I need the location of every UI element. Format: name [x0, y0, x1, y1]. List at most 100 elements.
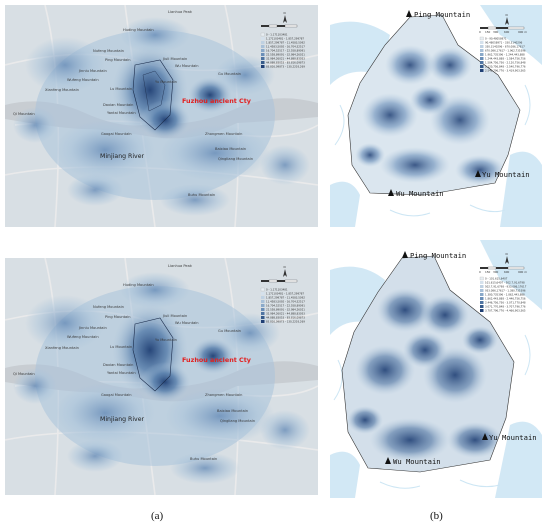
label-gu-mountain: Gu Mountain: [218, 72, 241, 76]
label-daxian-mountain: Daxian Mountain: [103, 363, 133, 367]
left-bottom-map: Lianhua Peak Huding Mountain Nufeng Moun…: [5, 258, 318, 495]
scale-bar: 0 150 300 600 900 m: [479, 266, 527, 274]
label-zhongmen-mountain: Zhongmen Mountain: [205, 393, 242, 397]
right-bottom-map: Ping Mountain Yu Mountain Wu Mountain N …: [330, 240, 542, 498]
label-gaogai-mountain: Gaogai Mountain: [101, 132, 132, 136]
svg-text:N: N: [506, 13, 508, 17]
svg-text:N: N: [506, 252, 508, 256]
legend-entry: 2.540,796,776 - 3.419,903,565: [485, 69, 526, 73]
label-lianhua-peak: Lianhua Peak: [168, 264, 193, 268]
mountain-triangle-icon: [388, 189, 394, 196]
left-top-map: Lianhua Peak Huding Mountain Nufeng Moun…: [5, 5, 318, 227]
scale-tick: 300: [493, 270, 499, 274]
scale-tick: 900 m: [518, 270, 527, 274]
label-qingliang-mountain: Qingliang Mountain: [220, 419, 255, 423]
label-daxian-mountain: Daxian Mountain: [103, 103, 133, 107]
scale-tick: 150: [485, 270, 491, 274]
label-gu-mountain: Gu Mountain: [218, 329, 241, 333]
right-top-map-panel: Ping Mountain Yu Mountain Wu Mountain N …: [330, 5, 542, 227]
legend-entry: 90.48058971 - 330.3140296: [485, 41, 523, 45]
label-wu-mountain: Wu Mountain: [175, 321, 199, 325]
legend-entry: 0 - 1.171103481: [266, 288, 288, 292]
legend-entry: 11.4583,5092 - 16.704,52517: [266, 300, 305, 304]
label-lu-mountain: Lu Mountain: [110, 345, 132, 349]
legend-entry: 11.4583,5092 - 16.704,52517: [266, 45, 305, 49]
svg-text:N: N: [284, 11, 286, 15]
legend-entry: 16.704,52517 - 22.558,89091: [266, 304, 305, 308]
scale-tick: 300: [493, 30, 499, 34]
legend-entry: 22.558,89091 - 32.984,26021: [266, 308, 305, 312]
legend-entry: 83.816,09873 - 130,2203,269: [266, 320, 305, 324]
mountain-triangle-icon: [406, 10, 412, 17]
label-gaogai-mountain: Gaogai Mountain: [101, 393, 132, 397]
label-nufeng-mountain: Nufeng Mountain: [93, 305, 124, 309]
label-fuzhou-ancient-city: Fuzhou ancient Cty: [182, 97, 252, 105]
label-wufeng-mountain: Wufeng Mountain: [67, 78, 99, 82]
label-huding-mountain: Huding Mountain: [123, 28, 154, 32]
legend-entry: 1.862,443,888 - 2.446,756,756: [485, 297, 526, 301]
svg-text:N: N: [284, 265, 286, 269]
mountain-triangle-icon: [385, 457, 391, 464]
scale-tick: 600: [504, 270, 510, 274]
mountain-triangle-icon: [402, 251, 408, 258]
legend-entry: 32.984,26021 - 44.888,83053: [266, 312, 305, 316]
label-wufeng-mountain: Wufeng Mountain: [67, 335, 99, 339]
label-xianfeng-mountain: Xianfeng Mountain: [45, 346, 79, 350]
label-yu-mountain: Yu Mountain: [155, 80, 177, 84]
north-arrow-icon: N: [283, 265, 287, 277]
label-minjiang-river: Minjiang River: [100, 416, 145, 423]
label-jiuli-mountain: Jiuli Mountain: [162, 314, 187, 318]
caption-a: (a): [151, 510, 164, 522]
label-xianfeng-mountain: Xianfeng Mountain: [45, 88, 79, 92]
label-yu-mountain: Yu Mountain: [155, 338, 177, 342]
label-yu-mountain: Yu Mountain: [489, 433, 537, 442]
legend-entry: 1.171103481 - 1.857,299787: [266, 37, 304, 41]
legend-entry: 1.584,756,756 - 2.120,756,848: [485, 61, 526, 65]
legend-entry: 330.3140296 - 670.086,17617: [485, 45, 525, 49]
legend-entry: 502.7,91,6798 - 933.086,17617: [485, 285, 527, 289]
legend-entry: 32.984,26021 - 44.888,83053: [266, 57, 305, 61]
density-legend: 0 - 101.615,6407 101.615,6407 - 502.7,91…: [479, 277, 527, 313]
label-ping-mountain: Ping Mountain: [105, 58, 131, 62]
density-legend: 0 - 90.48058971 90.48058971 - 330.314029…: [479, 37, 526, 73]
label-qi-mountain: Qi Mountain: [13, 372, 35, 376]
scale-bar: 0 150 300 600 900 m: [479, 26, 527, 34]
legend-entry: 1.244,443,888 - 1.584,756,756: [485, 57, 526, 61]
label-zhongmen-mountain: Zhongmen Mountain: [205, 132, 242, 136]
density-legend: 0 - 1.171103481 1.171103481 - 1.857,2997…: [260, 33, 305, 69]
label-jinniu-mountain: Jinniu Mountain: [78, 326, 107, 330]
legend-entry: 2.446,756,756 - 3.071,770,848: [485, 301, 526, 305]
label-lu-mountain: Lu Mountain: [110, 87, 132, 91]
label-minjiang-river: Minjiang River: [100, 153, 145, 160]
scale-tick: 150: [485, 30, 491, 34]
scale-bar: [261, 279, 298, 283]
left-top-map-panel: Lianhua Peak Huding Mountain Nufeng Moun…: [5, 5, 318, 227]
label-nufeng-mountain: Nufeng Mountain: [93, 49, 124, 53]
label-yantai-mountain: Yantai Mountain: [107, 111, 136, 115]
legend-entry: 83.816,09873 - 130,2203,269: [266, 65, 305, 69]
label-jiuli-mountain: Jiuli Mountain: [162, 57, 187, 61]
legend-entry: 22.558,89091 - 32.984,26021: [266, 53, 305, 57]
legend-entry: 44.888,83053 - 83.816,09873: [266, 61, 305, 65]
scale-tick: 900 m: [518, 30, 527, 34]
legend-entry: 3.707,796,776 - 4.466,903,565: [485, 309, 526, 313]
legend-entry: 16.704,52517 - 22.558,89091: [266, 49, 305, 53]
label-wu-mountain: Wu Mountain: [396, 189, 444, 198]
right-bottom-map-panel: Ping Mountain Yu Mountain Wu Mountain N …: [330, 240, 542, 498]
north-arrow-icon: N: [283, 11, 287, 23]
density-legend: 0 - 1.171103481 1.171103481 - 1.857,2997…: [260, 288, 305, 324]
label-jinniu-mountain: Jinniu Mountain: [78, 69, 107, 73]
mountain-triangle-icon: [475, 170, 481, 177]
legend-entry: 1.857,299787 - 11.4583,5092: [266, 296, 305, 300]
scale-tick: 0: [479, 30, 481, 34]
legend-entry: 101.615,6407 - 502.7,91,6798: [485, 281, 525, 285]
label-lianhua-peak: Lianhua Peak: [168, 10, 193, 14]
legend-entry: 3.071,770,848 - 3.707,796,776: [485, 305, 526, 309]
legend-entry: 933.086,17617 - 1.380,735396: [485, 289, 526, 293]
north-arrow-icon: N: [505, 252, 509, 264]
scale-tick: 600: [504, 30, 510, 34]
label-baixiao-mountain: Baixiao Mountain: [215, 147, 246, 151]
label-qingliang-mountain: Qingliang Mountain: [218, 157, 253, 161]
label-ping-mountain: Ping Mountain: [105, 315, 131, 319]
label-qi-mountain: Qi Mountain: [13, 112, 35, 116]
